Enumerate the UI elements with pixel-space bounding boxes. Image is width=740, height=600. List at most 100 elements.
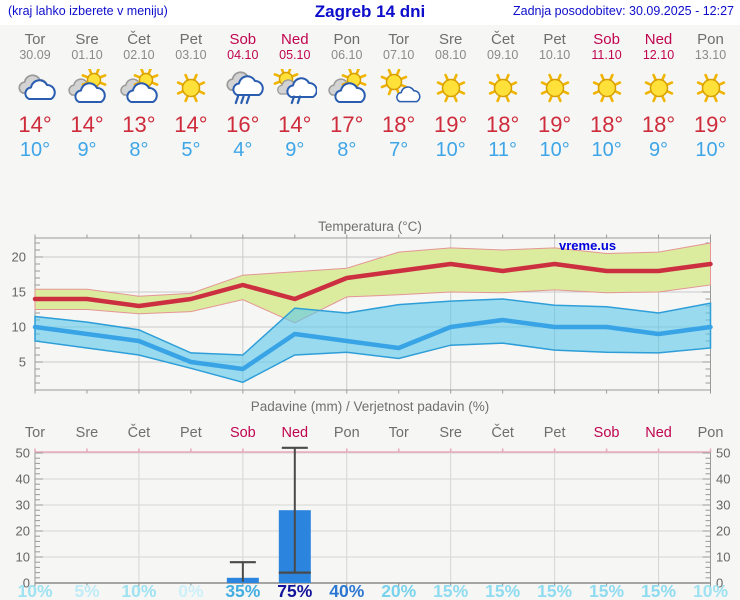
precip-day-label: Pon <box>698 425 724 441</box>
max-temp: 14° <box>18 112 52 137</box>
day-date: 05.10 <box>279 48 311 62</box>
partly-icon <box>112 69 166 110</box>
precip-y-axis-label-left: 50 <box>16 446 30 461</box>
day-name: Pet <box>543 31 566 48</box>
precip-day-label: Čet <box>491 424 514 441</box>
day-date: 11.10 <box>591 48 622 62</box>
precip-probability-label: 40% <box>329 581 364 600</box>
min-temp: 7° <box>389 139 409 161</box>
max-temp: 14° <box>174 112 208 137</box>
precip-y-axis-label-right: 0 <box>716 576 723 591</box>
day-column[interactable]: Pet 10.10 19° 10° <box>528 32 582 163</box>
precip-day-label: Pet <box>180 425 202 441</box>
temp-min-band <box>34 298 712 384</box>
day-column[interactable]: Ned 12.10 18° 9° <box>632 32 686 163</box>
precip-y-axis-label-right: 10 <box>716 550 730 565</box>
precip-probability-label: 0% <box>178 581 204 600</box>
precip-day-label: Čet <box>128 424 151 441</box>
day-name: Pon <box>333 31 361 48</box>
day-date: 08.10 <box>435 48 467 62</box>
min-temp: 5° <box>181 139 201 161</box>
day-column[interactable]: Tor 07.10 18° 7° <box>372 32 426 163</box>
cloudy-icon <box>8 69 62 110</box>
day-column[interactable]: Čet 02.10 13° 8° <box>112 32 166 163</box>
day-column[interactable]: Pon 13.10 19° 10° <box>684 32 738 163</box>
precip-y-axis-label-left: 10 <box>16 550 30 565</box>
temp-y-axis-label: 5 <box>19 355 26 370</box>
page-title: Zagreb 14 dni <box>314 2 426 21</box>
day-date: 06.10 <box>331 48 363 62</box>
temp-max-line <box>32 261 713 309</box>
precip-probability-label: 15% <box>641 581 676 600</box>
precipitation-chart-title: Padavine (mm) / Verjetnost padavin (%) <box>250 399 490 414</box>
day-column[interactable]: Tor 30.09 14° 10° <box>8 32 62 163</box>
day-date: 10.10 <box>538 48 571 62</box>
sunny-icon <box>528 69 582 110</box>
max-temp: 17° <box>330 112 364 137</box>
day-date: 04.10 <box>227 48 259 62</box>
day-name: Čet <box>127 31 151 48</box>
precip-y-axis-label-right: 40 <box>716 472 730 487</box>
day-column[interactable]: Pon 06.10 17° 8° <box>320 32 374 163</box>
temp-min-line <box>32 317 713 372</box>
last-updated-text: Zadnja posodobitev: 30.09.2025 - 12:27 <box>512 4 734 18</box>
day-column[interactable]: Ned 05.10 14° 9° <box>268 32 322 163</box>
day-date: 30.09 <box>19 48 51 62</box>
day-date: 01.10 <box>71 48 103 62</box>
day-column[interactable]: Čet 09.10 18° 11° <box>476 32 530 163</box>
max-temp: 13° <box>122 112 156 137</box>
day-name: Čet <box>491 31 515 48</box>
precip-day-label: Sob <box>594 425 620 441</box>
day-name: Sob <box>593 31 620 48</box>
min-temp: 10° <box>435 139 466 161</box>
day-date: 09.10 <box>487 48 519 62</box>
precip-probability-label: 35% <box>225 581 260 600</box>
precip-y-axis-label-right: 50 <box>716 446 730 461</box>
day-name: Pet <box>179 31 203 48</box>
min-temp: 8° <box>337 139 357 161</box>
max-temp: 19° <box>434 112 468 137</box>
min-temp: 10° <box>695 139 726 161</box>
max-temp: 18° <box>589 112 624 137</box>
precip-probability-label: 10% <box>121 581 156 600</box>
precip-probability-label: 10% <box>693 581 728 600</box>
day-name: Sre <box>439 31 463 48</box>
vreme-us-link[interactable]: vreme.us <box>559 238 617 253</box>
sunny-icon <box>424 69 478 110</box>
max-temp: 18° <box>486 112 520 137</box>
day-column[interactable]: Sre 08.10 19° 10° <box>424 32 478 163</box>
precip-day-label: Ned <box>282 425 309 441</box>
sunny-icon <box>580 69 634 110</box>
day-column[interactable]: Sre 01.10 14° 9° <box>60 32 114 163</box>
sun-rain-icon <box>268 69 322 110</box>
precip-y-axis-label-right: 30 <box>716 498 730 513</box>
day-name: Ned <box>281 31 309 48</box>
day-name: Tor <box>388 31 410 48</box>
sunny-icon <box>684 69 738 110</box>
precip-probability-label: 20% <box>381 581 416 600</box>
precip-probability-label: 5% <box>74 581 100 600</box>
max-temp: 19° <box>693 112 728 137</box>
day-date: 07.10 <box>383 48 415 62</box>
sun-cloud-icon <box>372 69 426 110</box>
day-column[interactable]: Sob 11.10 18° 10° <box>580 32 634 163</box>
precip-y-axis-label-left: 20 <box>16 524 30 539</box>
precip-y-axis-label-left: 30 <box>16 498 30 513</box>
day-date: 13.10 <box>694 48 727 62</box>
max-temp: 14° <box>70 112 104 137</box>
precip-y-axis-label-left: 0 <box>23 576 30 591</box>
day-name: Sob <box>229 31 257 48</box>
day-column[interactable]: Sob 04.10 16° 4° <box>216 32 270 163</box>
day-column[interactable]: Pet 03.10 14° 5° <box>164 32 218 163</box>
temp-y-axis-label: 15 <box>12 285 26 300</box>
precip-y-axis-label-left: 40 <box>16 472 30 487</box>
temp-y-axis-label: 20 <box>12 250 26 265</box>
precip-y-axis-label-right: 20 <box>716 524 730 539</box>
temperature-chart-title: Temperatura (°C) <box>318 219 422 234</box>
precip-day-label: Tor <box>389 425 409 441</box>
precip-probability-label: 15% <box>537 581 572 600</box>
min-temp: 10° <box>591 139 622 161</box>
min-temp: 11° <box>488 139 518 161</box>
min-temp: 8° <box>129 139 149 161</box>
